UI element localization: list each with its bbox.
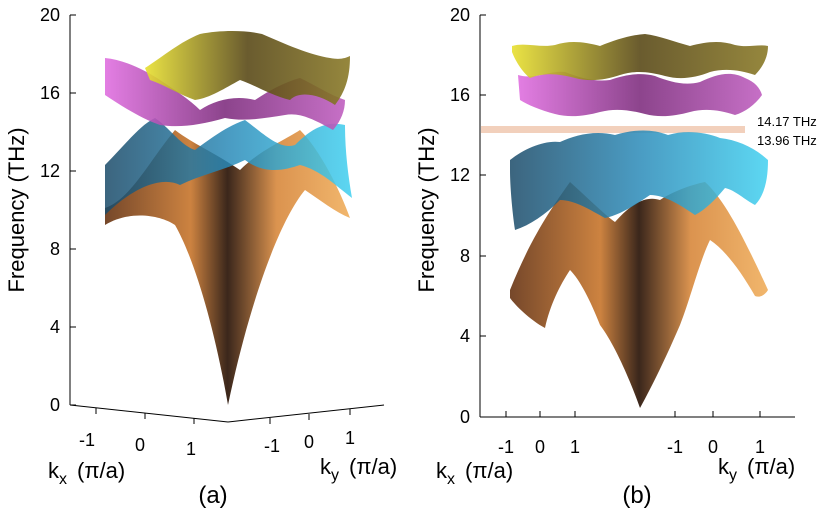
a-band-2 [105, 118, 352, 215]
b-ytick-3: 12 [450, 165, 470, 185]
a-band-4 [145, 31, 350, 105]
a-band-3 [105, 58, 345, 130]
b-band-3 [518, 71, 762, 117]
b-ky-tick-m1: -1 [667, 437, 683, 457]
a-ky-axis [227, 404, 385, 423]
panel-a: 0 4 8 12 16 20 Frequency (THz) -1 0 1 -1… [4, 5, 397, 509]
panel-b: 0 4 8 12 16 20 Frequency (THz) -1 0 1 -1… [414, 5, 817, 509]
b-ytick-0: 0 [460, 407, 470, 427]
b-floor-ticks [505, 411, 761, 417]
b-ytick-1: 4 [460, 326, 470, 346]
b-ytick-5: 20 [450, 5, 470, 25]
b-kx-tick-1: 1 [570, 437, 580, 457]
a-ky-tick-m1: -1 [264, 436, 280, 456]
a-panel-label: (a) [198, 482, 227, 509]
a-ytick-5: 20 [40, 5, 60, 25]
a-ytick-1: 4 [50, 317, 60, 337]
b-kx-tick-m1: -1 [498, 437, 514, 457]
b-annotation-lower: 13.96 THz [757, 133, 817, 148]
b-ky-tick-0: 0 [708, 437, 718, 457]
b-ky-label: ky (π/a) [718, 454, 795, 484]
a-ytick-3: 12 [40, 161, 60, 181]
b-band-2 [510, 130, 768, 230]
b-kx-label: kx (π/a) [436, 458, 513, 488]
a-ky-tick-0: 0 [304, 432, 314, 452]
a-ky-label: ky (π/a) [320, 454, 397, 484]
a-ky-tick-1: 1 [345, 428, 355, 448]
a-ytick-4: 16 [40, 83, 60, 103]
b-z-ticks [480, 14, 486, 418]
b-band-gap-stripe [481, 126, 745, 133]
b-ky-tick-1: 1 [755, 437, 765, 457]
b-ytick-4: 16 [450, 85, 470, 105]
a-floor-ticks [95, 408, 351, 424]
b-ylabel: Frequency (THz) [414, 127, 439, 292]
a-z-ticks [70, 14, 76, 406]
a-kx-tick-0: 0 [135, 435, 145, 455]
a-ylabel: Frequency (THz) [4, 127, 29, 292]
b-band-4 [512, 34, 768, 81]
b-panel-label: (b) [622, 482, 651, 509]
a-kx-tick-1: 1 [186, 439, 196, 459]
a-kx-label: kx (π/a) [48, 458, 125, 488]
a-band-1-acoustic [105, 130, 350, 405]
b-annotation-upper: 14.17 THz [757, 114, 817, 129]
a-kx-axis [69, 404, 229, 423]
b-band-1-acoustic [510, 182, 768, 408]
a-kx-tick-m1: -1 [79, 430, 95, 450]
a-ytick-2: 8 [50, 239, 60, 259]
b-kx-tick-0: 0 [535, 437, 545, 457]
a-ytick-0: 0 [50, 395, 60, 415]
b-ytick-2: 8 [460, 246, 470, 266]
